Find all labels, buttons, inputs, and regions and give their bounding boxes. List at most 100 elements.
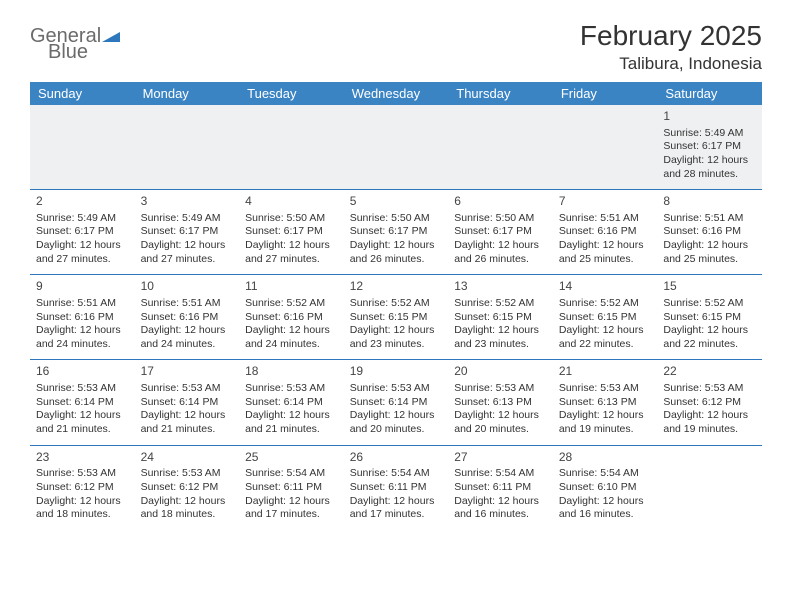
day-number: 1: [663, 109, 756, 125]
calendar-page: General Blue February 2025 Talibura, Ind…: [0, 0, 792, 540]
daylight-line: Daylight: 12 hours and 21 minutes.: [141, 409, 234, 436]
daylight-line: Daylight: 12 hours and 27 minutes.: [245, 239, 338, 266]
calendar-cell: [657, 445, 762, 530]
daylight-line: Daylight: 12 hours and 24 minutes.: [36, 324, 129, 351]
sunrise-line: Sunrise: 5:53 AM: [350, 382, 443, 396]
daylight-line: Daylight: 12 hours and 17 minutes.: [350, 495, 443, 522]
day-number: 13: [454, 279, 547, 295]
sunrise-line: Sunrise: 5:53 AM: [36, 467, 129, 481]
sunset-line: Sunset: 6:16 PM: [141, 311, 234, 325]
sunset-line: Sunset: 6:17 PM: [454, 225, 547, 239]
day-number: 21: [559, 364, 652, 380]
day-number: 22: [663, 364, 756, 380]
sunrise-line: Sunrise: 5:53 AM: [663, 382, 756, 396]
calendar-cell: 14Sunrise: 5:52 AMSunset: 6:15 PMDayligh…: [553, 275, 658, 360]
sunrise-line: Sunrise: 5:50 AM: [245, 212, 338, 226]
calendar-cell: 12Sunrise: 5:52 AMSunset: 6:15 PMDayligh…: [344, 275, 449, 360]
calendar-cell: [135, 105, 240, 190]
day-number: 2: [36, 194, 129, 210]
day-header: Sunday: [30, 82, 135, 105]
day-header: Monday: [135, 82, 240, 105]
sunset-line: Sunset: 6:14 PM: [245, 396, 338, 410]
day-number: 16: [36, 364, 129, 380]
day-number: 15: [663, 279, 756, 295]
day-number: 11: [245, 279, 338, 295]
day-number: 4: [245, 194, 338, 210]
sunset-line: Sunset: 6:16 PM: [245, 311, 338, 325]
daylight-line: Daylight: 12 hours and 26 minutes.: [454, 239, 547, 266]
daylight-line: Daylight: 12 hours and 25 minutes.: [559, 239, 652, 266]
calendar-cell: 25Sunrise: 5:54 AMSunset: 6:11 PMDayligh…: [239, 445, 344, 530]
sunrise-line: Sunrise: 5:54 AM: [454, 467, 547, 481]
day-header: Saturday: [657, 82, 762, 105]
calendar-cell: 17Sunrise: 5:53 AMSunset: 6:14 PMDayligh…: [135, 360, 240, 445]
logo: General Blue: [30, 26, 120, 62]
calendar-week-row: 23Sunrise: 5:53 AMSunset: 6:12 PMDayligh…: [30, 445, 762, 530]
day-number: 27: [454, 450, 547, 466]
sunrise-line: Sunrise: 5:53 AM: [245, 382, 338, 396]
calendar-cell: 7Sunrise: 5:51 AMSunset: 6:16 PMDaylight…: [553, 190, 658, 275]
daylight-line: Daylight: 12 hours and 23 minutes.: [350, 324, 443, 351]
day-number: 3: [141, 194, 234, 210]
day-number: 19: [350, 364, 443, 380]
sunrise-line: Sunrise: 5:53 AM: [36, 382, 129, 396]
day-number: 6: [454, 194, 547, 210]
daylight-line: Daylight: 12 hours and 16 minutes.: [559, 495, 652, 522]
title-block: February 2025 Talibura, Indonesia: [580, 20, 762, 74]
day-header: Thursday: [448, 82, 553, 105]
sunset-line: Sunset: 6:17 PM: [663, 140, 756, 154]
daylight-line: Daylight: 12 hours and 18 minutes.: [36, 495, 129, 522]
calendar-cell: 6Sunrise: 5:50 AMSunset: 6:17 PMDaylight…: [448, 190, 553, 275]
daylight-line: Daylight: 12 hours and 19 minutes.: [559, 409, 652, 436]
day-header: Wednesday: [344, 82, 449, 105]
calendar-week-row: 1Sunrise: 5:49 AMSunset: 6:17 PMDaylight…: [30, 105, 762, 190]
calendar-cell: 26Sunrise: 5:54 AMSunset: 6:11 PMDayligh…: [344, 445, 449, 530]
day-number: 24: [141, 450, 234, 466]
sunrise-line: Sunrise: 5:50 AM: [350, 212, 443, 226]
sunset-line: Sunset: 6:11 PM: [350, 481, 443, 495]
sunset-line: Sunset: 6:12 PM: [141, 481, 234, 495]
sunset-line: Sunset: 6:14 PM: [350, 396, 443, 410]
day-number: 17: [141, 364, 234, 380]
sunset-line: Sunset: 6:17 PM: [141, 225, 234, 239]
calendar-cell: 9Sunrise: 5:51 AMSunset: 6:16 PMDaylight…: [30, 275, 135, 360]
calendar-cell: 15Sunrise: 5:52 AMSunset: 6:15 PMDayligh…: [657, 275, 762, 360]
daylight-line: Daylight: 12 hours and 16 minutes.: [454, 495, 547, 522]
sunrise-line: Sunrise: 5:52 AM: [663, 297, 756, 311]
calendar-cell: 21Sunrise: 5:53 AMSunset: 6:13 PMDayligh…: [553, 360, 658, 445]
calendar-cell: 4Sunrise: 5:50 AMSunset: 6:17 PMDaylight…: [239, 190, 344, 275]
calendar-cell: 23Sunrise: 5:53 AMSunset: 6:12 PMDayligh…: [30, 445, 135, 530]
daylight-line: Daylight: 12 hours and 23 minutes.: [454, 324, 547, 351]
daylight-line: Daylight: 12 hours and 25 minutes.: [663, 239, 756, 266]
daylight-line: Daylight: 12 hours and 24 minutes.: [141, 324, 234, 351]
daylight-line: Daylight: 12 hours and 27 minutes.: [36, 239, 129, 266]
sunset-line: Sunset: 6:12 PM: [663, 396, 756, 410]
sunrise-line: Sunrise: 5:52 AM: [454, 297, 547, 311]
calendar-cell: 16Sunrise: 5:53 AMSunset: 6:14 PMDayligh…: [30, 360, 135, 445]
day-number: 18: [245, 364, 338, 380]
sunset-line: Sunset: 6:13 PM: [559, 396, 652, 410]
calendar-cell: 24Sunrise: 5:53 AMSunset: 6:12 PMDayligh…: [135, 445, 240, 530]
day-number: 7: [559, 194, 652, 210]
sunrise-line: Sunrise: 5:52 AM: [245, 297, 338, 311]
sunset-line: Sunset: 6:13 PM: [454, 396, 547, 410]
sunset-line: Sunset: 6:17 PM: [350, 225, 443, 239]
sunset-line: Sunset: 6:15 PM: [559, 311, 652, 325]
calendar-cell: 10Sunrise: 5:51 AMSunset: 6:16 PMDayligh…: [135, 275, 240, 360]
sunrise-line: Sunrise: 5:53 AM: [141, 382, 234, 396]
daylight-line: Daylight: 12 hours and 19 minutes.: [663, 409, 756, 436]
day-number: 26: [350, 450, 443, 466]
daylight-line: Daylight: 12 hours and 21 minutes.: [36, 409, 129, 436]
sunrise-line: Sunrise: 5:51 AM: [663, 212, 756, 226]
month-title: February 2025: [580, 20, 762, 52]
calendar-cell: 11Sunrise: 5:52 AMSunset: 6:16 PMDayligh…: [239, 275, 344, 360]
sunrise-line: Sunrise: 5:53 AM: [454, 382, 547, 396]
sunset-line: Sunset: 6:16 PM: [36, 311, 129, 325]
sunrise-line: Sunrise: 5:49 AM: [141, 212, 234, 226]
daylight-line: Daylight: 12 hours and 18 minutes.: [141, 495, 234, 522]
daylight-line: Daylight: 12 hours and 27 minutes.: [141, 239, 234, 266]
day-number: 20: [454, 364, 547, 380]
sunrise-line: Sunrise: 5:51 AM: [36, 297, 129, 311]
daylight-line: Daylight: 12 hours and 20 minutes.: [454, 409, 547, 436]
logo-triangle-icon: [102, 26, 120, 46]
